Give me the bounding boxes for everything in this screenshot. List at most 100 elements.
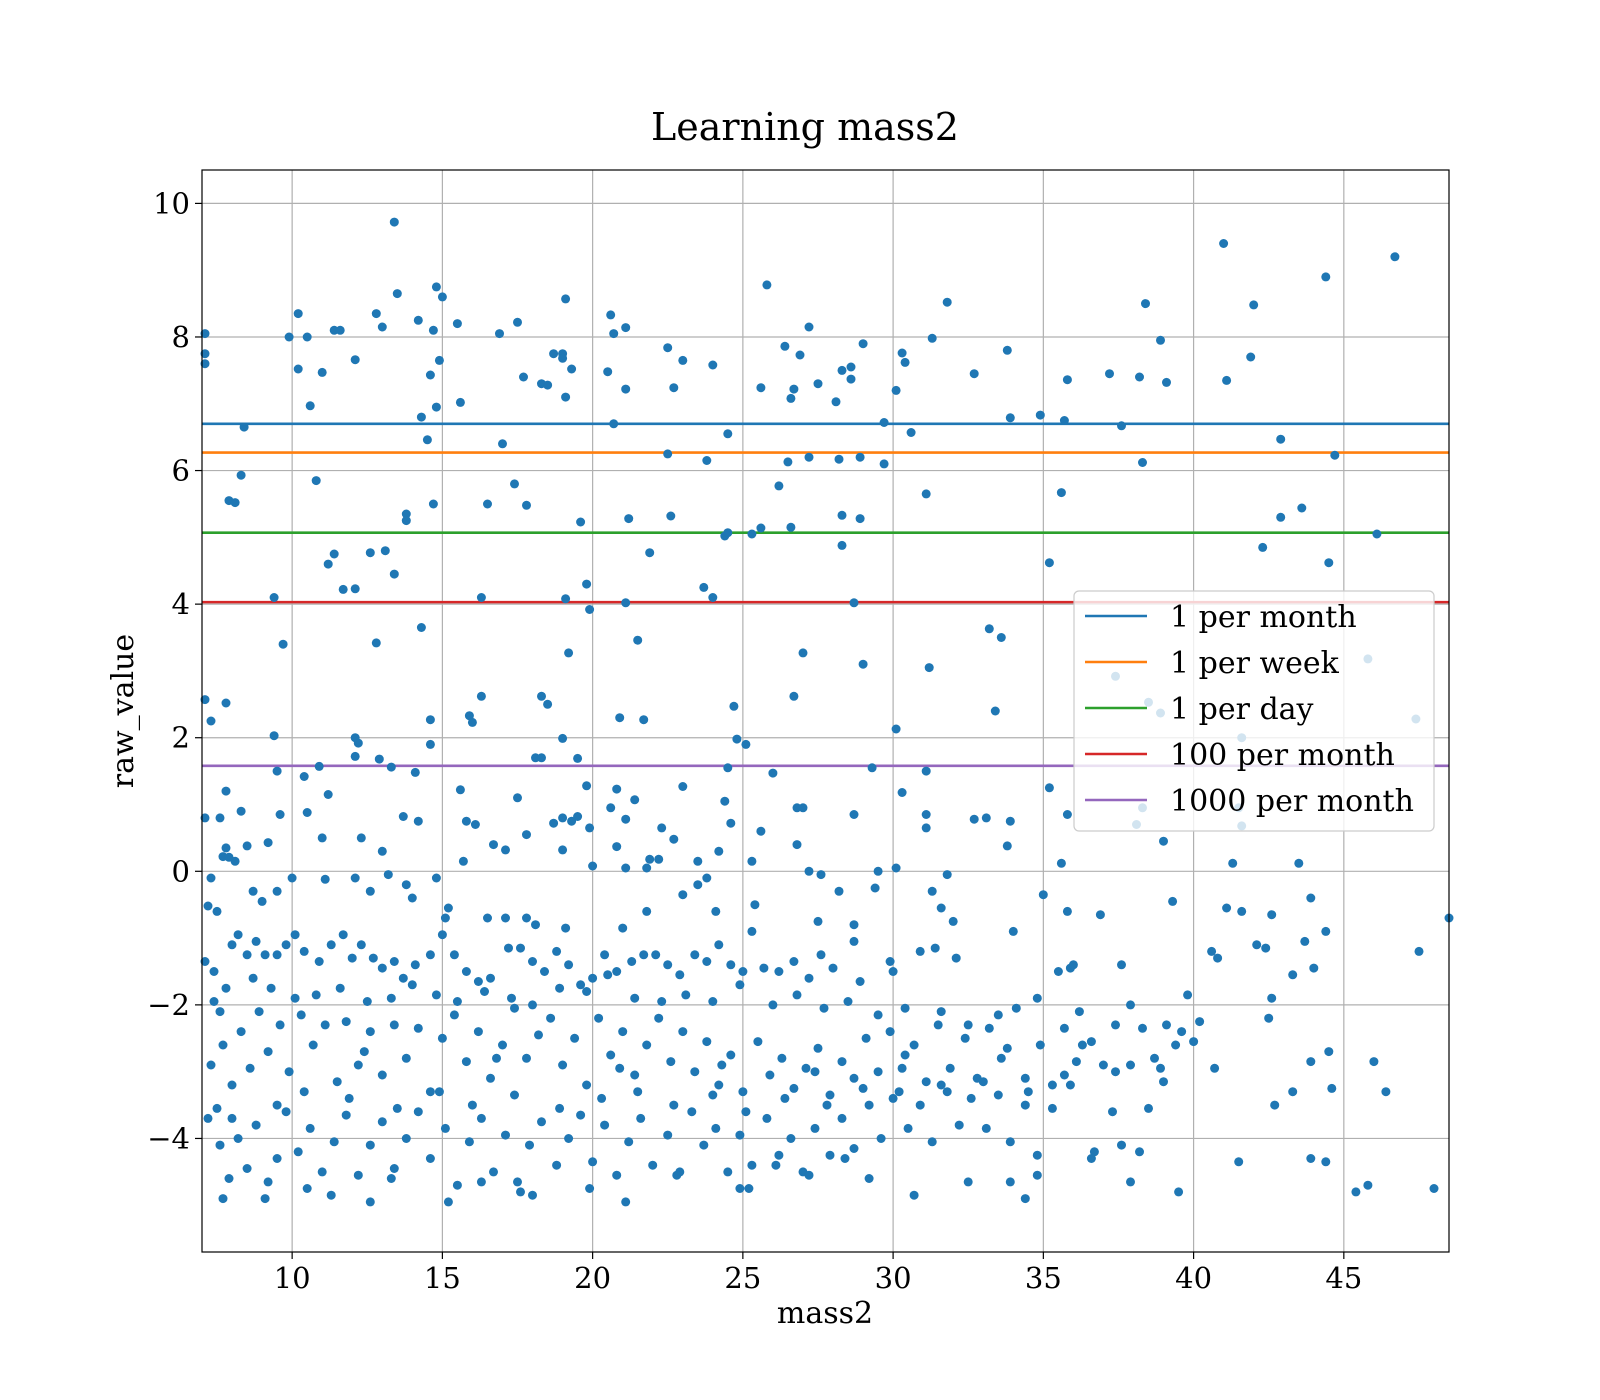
data-point — [750, 900, 760, 910]
data-point — [434, 355, 444, 365]
data-point — [690, 1067, 700, 1077]
data-point — [410, 767, 420, 777]
data-point — [335, 325, 345, 335]
data-point — [855, 452, 865, 462]
data-point — [723, 763, 733, 773]
data-point — [849, 920, 859, 930]
data-point — [356, 940, 366, 950]
data-point — [711, 1123, 721, 1133]
data-point — [960, 1033, 970, 1043]
data-point — [963, 1177, 973, 1187]
data-point — [675, 970, 685, 980]
data-point — [741, 1107, 751, 1117]
x-tick-label: 35 — [1025, 1261, 1062, 1295]
data-point — [431, 282, 441, 292]
data-point — [1207, 946, 1217, 956]
data-point — [528, 957, 537, 966]
data-point — [513, 317, 522, 327]
data-point — [1065, 1080, 1075, 1090]
data-point — [834, 886, 844, 896]
data-point — [398, 973, 408, 983]
data-point — [332, 1077, 342, 1087]
data-point — [317, 833, 327, 843]
x-tick-label: 20 — [574, 1261, 611, 1295]
data-point — [618, 923, 628, 933]
data-point — [843, 997, 853, 1006]
data-point — [537, 691, 546, 701]
data-point — [1267, 910, 1277, 920]
data-point — [630, 795, 640, 805]
data-point — [768, 1000, 778, 1010]
data-point — [837, 365, 847, 375]
data-point — [573, 812, 583, 821]
data-point — [359, 1047, 369, 1057]
data-point — [362, 997, 372, 1006]
data-point — [654, 1013, 664, 1023]
data-point — [585, 605, 595, 614]
data-point — [410, 960, 420, 970]
data-point — [323, 559, 333, 569]
data-point — [945, 1063, 955, 1073]
data-point — [428, 325, 438, 335]
legend-label: 1 per week — [1170, 646, 1340, 681]
data-point — [1126, 1060, 1135, 1070]
data-point — [299, 1087, 309, 1097]
data-point — [1138, 1023, 1147, 1033]
data-point — [320, 874, 330, 884]
data-point — [1159, 836, 1168, 846]
data-point — [389, 1020, 399, 1030]
data-point — [1171, 1040, 1181, 1050]
data-point — [501, 1130, 510, 1140]
legend-label: 1 per day — [1170, 692, 1314, 727]
data-point — [236, 470, 246, 480]
data-point — [525, 1140, 534, 1150]
data-point — [723, 429, 733, 439]
data-point — [320, 1020, 330, 1030]
data-point — [738, 967, 748, 976]
data-point — [413, 1107, 423, 1117]
data-point — [663, 343, 673, 353]
data-point — [546, 1013, 556, 1023]
data-point — [708, 360, 718, 370]
data-point — [401, 516, 411, 526]
data-point — [377, 322, 387, 332]
data-point — [311, 990, 321, 1000]
data-point — [558, 353, 568, 363]
data-point — [215, 1007, 225, 1017]
data-point — [221, 786, 231, 796]
data-point — [1032, 1150, 1042, 1160]
data-point — [1032, 993, 1042, 1003]
data-point — [609, 329, 619, 339]
data-point — [1032, 1170, 1042, 1180]
data-point — [543, 380, 553, 390]
data-point — [516, 943, 525, 953]
data-point — [452, 319, 462, 329]
data-point — [891, 863, 901, 873]
data-point — [498, 1040, 507, 1050]
data-point — [425, 950, 435, 960]
y-tick-label: 6 — [172, 454, 190, 488]
data-point — [1321, 272, 1331, 282]
data-point — [948, 916, 958, 926]
data-point — [966, 1093, 976, 1103]
data-point — [1429, 1184, 1439, 1193]
data-point — [861, 1033, 871, 1043]
data-point — [1008, 926, 1018, 936]
data-point — [266, 983, 276, 993]
data-point — [537, 753, 546, 763]
y-tick-label: 8 — [172, 320, 190, 354]
plot-frame — [201, 169, 1450, 1253]
data-point — [828, 963, 838, 973]
data-point — [582, 1080, 592, 1090]
data-point — [780, 341, 790, 351]
data-point — [528, 1000, 537, 1010]
data-point — [534, 1030, 543, 1040]
data-point — [804, 866, 814, 876]
data-point — [507, 993, 516, 1003]
data-point — [492, 1053, 501, 1063]
data-point — [413, 816, 423, 826]
data-point — [747, 926, 757, 936]
data-point — [993, 1010, 1003, 1020]
y-axis-ticks: −4 −2 0 2 4 6 8 10 — [147, 186, 202, 1155]
data-point — [561, 923, 571, 933]
